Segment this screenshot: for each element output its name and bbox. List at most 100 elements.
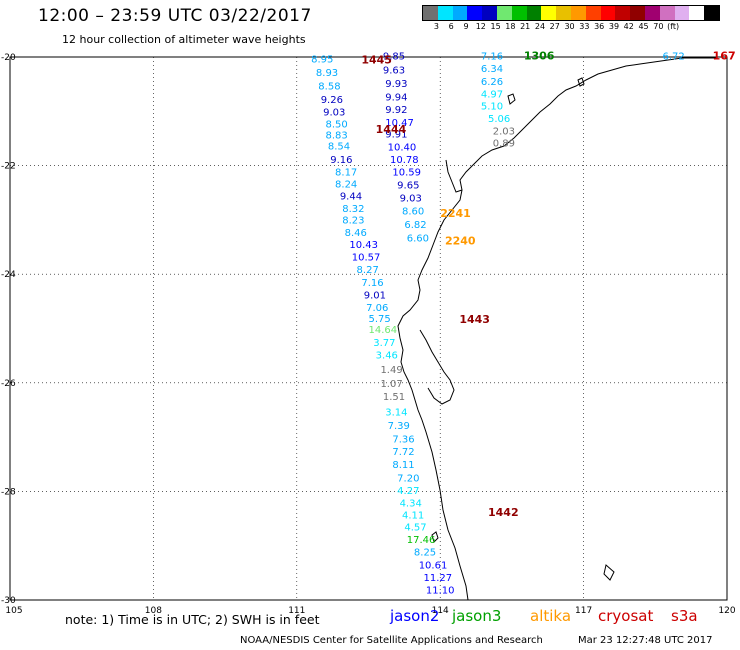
- wave-height-point: 4.11: [402, 511, 424, 522]
- wave-height-point: 6.26: [481, 77, 503, 88]
- color-scale-tick: 70: [653, 22, 664, 31]
- color-scale-tick: 3: [433, 22, 439, 31]
- x-tick-label: 114: [432, 606, 449, 616]
- color-scale-cell: [452, 6, 468, 20]
- wave-height-point: 9.65: [397, 180, 419, 191]
- color-scale-cell: [674, 6, 690, 20]
- wave-height-point: 6.72: [662, 52, 684, 63]
- x-tick-label: 105: [5, 606, 22, 616]
- wave-height-point: 10.43: [349, 240, 378, 251]
- wave-height-point: 8.17: [335, 167, 357, 178]
- island-east-coast: [577, 77, 585, 87]
- wave-height-point: 7.06: [366, 303, 388, 314]
- y-tick-label: -24: [1, 270, 16, 280]
- wave-height-point: 9.03: [323, 108, 345, 119]
- color-scale-cell: [467, 6, 483, 20]
- wave-height-point: 5.10: [481, 102, 503, 113]
- wave-height-point: 8.93: [316, 68, 338, 79]
- track-number-label: 1443: [459, 313, 490, 326]
- wave-height-point: 6.82: [404, 220, 426, 231]
- exmouth-gulf: [445, 159, 463, 193]
- color-scale-legend: 3 6 9 12 15 18 21 24 27 30 33 36 39 42 45 70 (ft): [422, 5, 720, 31]
- wave-height-point: 5.75: [369, 314, 391, 325]
- wave-height-point: 8.25: [414, 547, 436, 558]
- map-title: 12:00 – 23:59 UTC 03/22/2017: [38, 6, 312, 26]
- wave-height-point: 9.44: [340, 191, 362, 202]
- color-scale-cell: [482, 6, 497, 20]
- wave-height-point: 1.49: [380, 365, 402, 376]
- color-scale-tick: 18: [505, 22, 516, 31]
- island-far-east: [603, 564, 615, 581]
- track-number-label: 1444: [376, 123, 407, 136]
- color-scale-cell: [526, 6, 542, 20]
- wave-height-point: 10.40: [388, 142, 417, 153]
- track-number-label: 167: [713, 50, 736, 63]
- y-tick-label: -28: [1, 487, 16, 497]
- wave-height-point: 3.77: [373, 338, 395, 349]
- wave-height-point: 8.54: [328, 141, 350, 152]
- color-scale-cell: [585, 6, 601, 20]
- wave-height-point: 5.06: [488, 114, 510, 125]
- color-scale-cell: [570, 6, 586, 20]
- color-scale-tick: 24: [534, 22, 546, 31]
- wave-height-point: 3.46: [376, 350, 398, 361]
- wave-height-point: 0.89: [493, 139, 515, 150]
- island-north: [507, 93, 516, 105]
- wave-height-point: 8.95: [311, 54, 333, 65]
- track-number-label: 2240: [445, 234, 476, 247]
- wave-height-point: 8.83: [325, 130, 347, 141]
- wave-height-point: 7.39: [388, 421, 410, 432]
- color-scale-tick: 27: [549, 22, 560, 31]
- track-number-label: 2241: [440, 207, 471, 220]
- wave-height-point: 8.60: [402, 206, 424, 217]
- color-scale-bar: [422, 5, 720, 21]
- color-scale-cell: [556, 6, 571, 20]
- satellite-legend-item: jason3: [452, 607, 502, 625]
- satellite-legend-item: cryosat: [598, 607, 654, 625]
- color-scale-tick: 12: [475, 22, 486, 31]
- map-frame: [9, 56, 728, 601]
- color-scale-ticks: 3 6 9 12 15 18 21 24 27 30 33 36 39 42 45 70 (ft): [422, 22, 720, 31]
- wave-height-point: 10.61: [419, 561, 448, 572]
- y-tick-label: -30: [1, 596, 16, 606]
- wave-height-point: 8.58: [318, 82, 340, 93]
- color-scale-cell: [689, 6, 705, 20]
- track-number-label: 1306: [524, 50, 555, 63]
- wave-height-point: 9.92: [385, 105, 407, 116]
- color-scale-cell: [630, 6, 645, 20]
- shark-bay-peninsula: [419, 329, 455, 405]
- color-scale-tick: 30: [564, 22, 575, 31]
- coastline: [397, 57, 716, 601]
- wave-height-point: 8.23: [342, 216, 364, 227]
- wave-height-point: 17.46: [407, 535, 436, 546]
- color-scale-cell: [600, 6, 616, 20]
- wave-height-point: 9.94: [385, 92, 407, 103]
- wave-height-point: 10.59: [392, 167, 421, 178]
- wave-height-point: 8.27: [357, 265, 379, 276]
- color-scale-cell: [437, 6, 453, 20]
- wave-height-point: 8.24: [335, 179, 357, 190]
- track-number-label: 1442: [488, 506, 519, 519]
- wave-height-points: 8.958.938.589.269.038.508.838.549.168.17…: [311, 52, 685, 597]
- color-scale-tick: 6: [448, 22, 454, 31]
- color-scale-tick: 39: [608, 22, 620, 31]
- wave-height-point: 9.63: [383, 65, 405, 76]
- color-scale-tick: 45: [638, 22, 649, 31]
- color-scale-tick: 21: [520, 22, 531, 31]
- wave-height-point: 10.78: [390, 155, 419, 166]
- x-tick-label: 117: [575, 606, 592, 616]
- wave-height-point: 9.85: [383, 52, 405, 63]
- x-tick-label: 108: [145, 606, 162, 616]
- color-scale-tick: 9: [463, 22, 469, 31]
- wave-height-point: 7.16: [361, 278, 383, 289]
- x-tick-label: 111: [288, 606, 305, 616]
- wave-height-point: 6.34: [481, 64, 503, 75]
- color-scale-cell: [704, 6, 719, 20]
- wave-height-point: 9.16: [330, 155, 352, 166]
- wave-height-point: 8.46: [345, 228, 367, 239]
- wave-height-point: 4.57: [404, 522, 426, 533]
- wave-height-point: 8.50: [325, 120, 347, 131]
- wave-height-point: 4.97: [481, 90, 503, 101]
- footer-credit: NOAA/NESDIS Center for Satellite Applica…: [240, 635, 543, 646]
